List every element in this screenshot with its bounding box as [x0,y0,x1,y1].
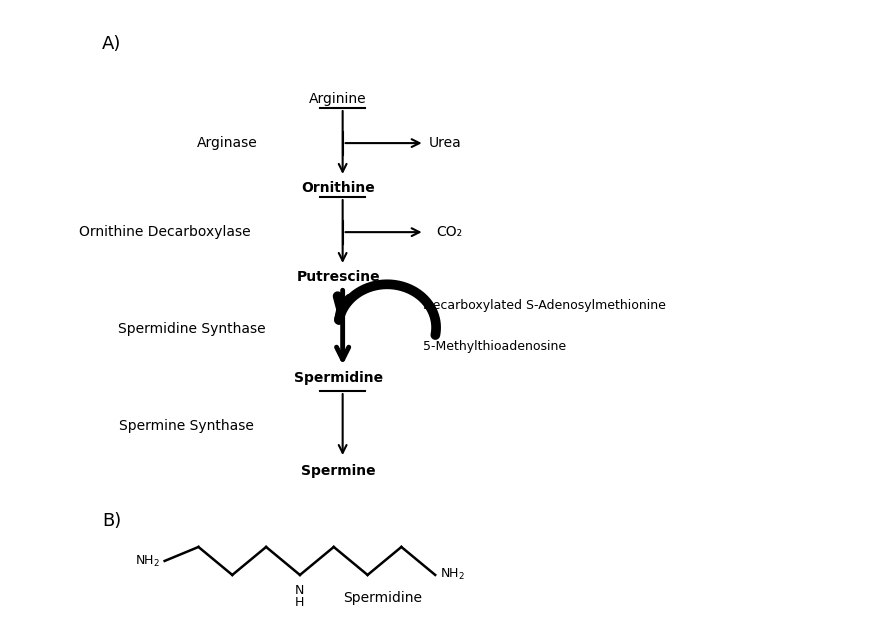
Text: B): B) [102,512,122,530]
Text: Putrescine: Putrescine [296,270,380,284]
Text: N
H: N H [295,584,304,609]
Text: Spermidine: Spermidine [344,591,422,605]
Text: Urea: Urea [429,136,461,150]
Text: Ornithine: Ornithine [302,181,375,195]
Text: Ornithine Decarboxylase: Ornithine Decarboxylase [79,225,250,239]
Text: CO₂: CO₂ [436,225,463,239]
Text: Spermine Synthase: Spermine Synthase [119,419,255,433]
Text: Spermine: Spermine [301,464,376,478]
Text: NH$_2$: NH$_2$ [135,553,160,569]
Text: Arginase: Arginase [197,136,257,150]
Text: Arginine: Arginine [310,92,367,106]
Text: A): A) [102,35,122,53]
Text: Decarboxylated S-Adenosylmethionine: Decarboxylated S-Adenosylmethionine [423,299,666,312]
Text: Spermidine: Spermidine [294,371,383,385]
Text: Spermidine Synthase: Spermidine Synthase [117,322,265,336]
Text: NH$_2$: NH$_2$ [440,567,465,583]
Text: 5-Methylthioadenosine: 5-Methylthioadenosine [423,340,566,353]
